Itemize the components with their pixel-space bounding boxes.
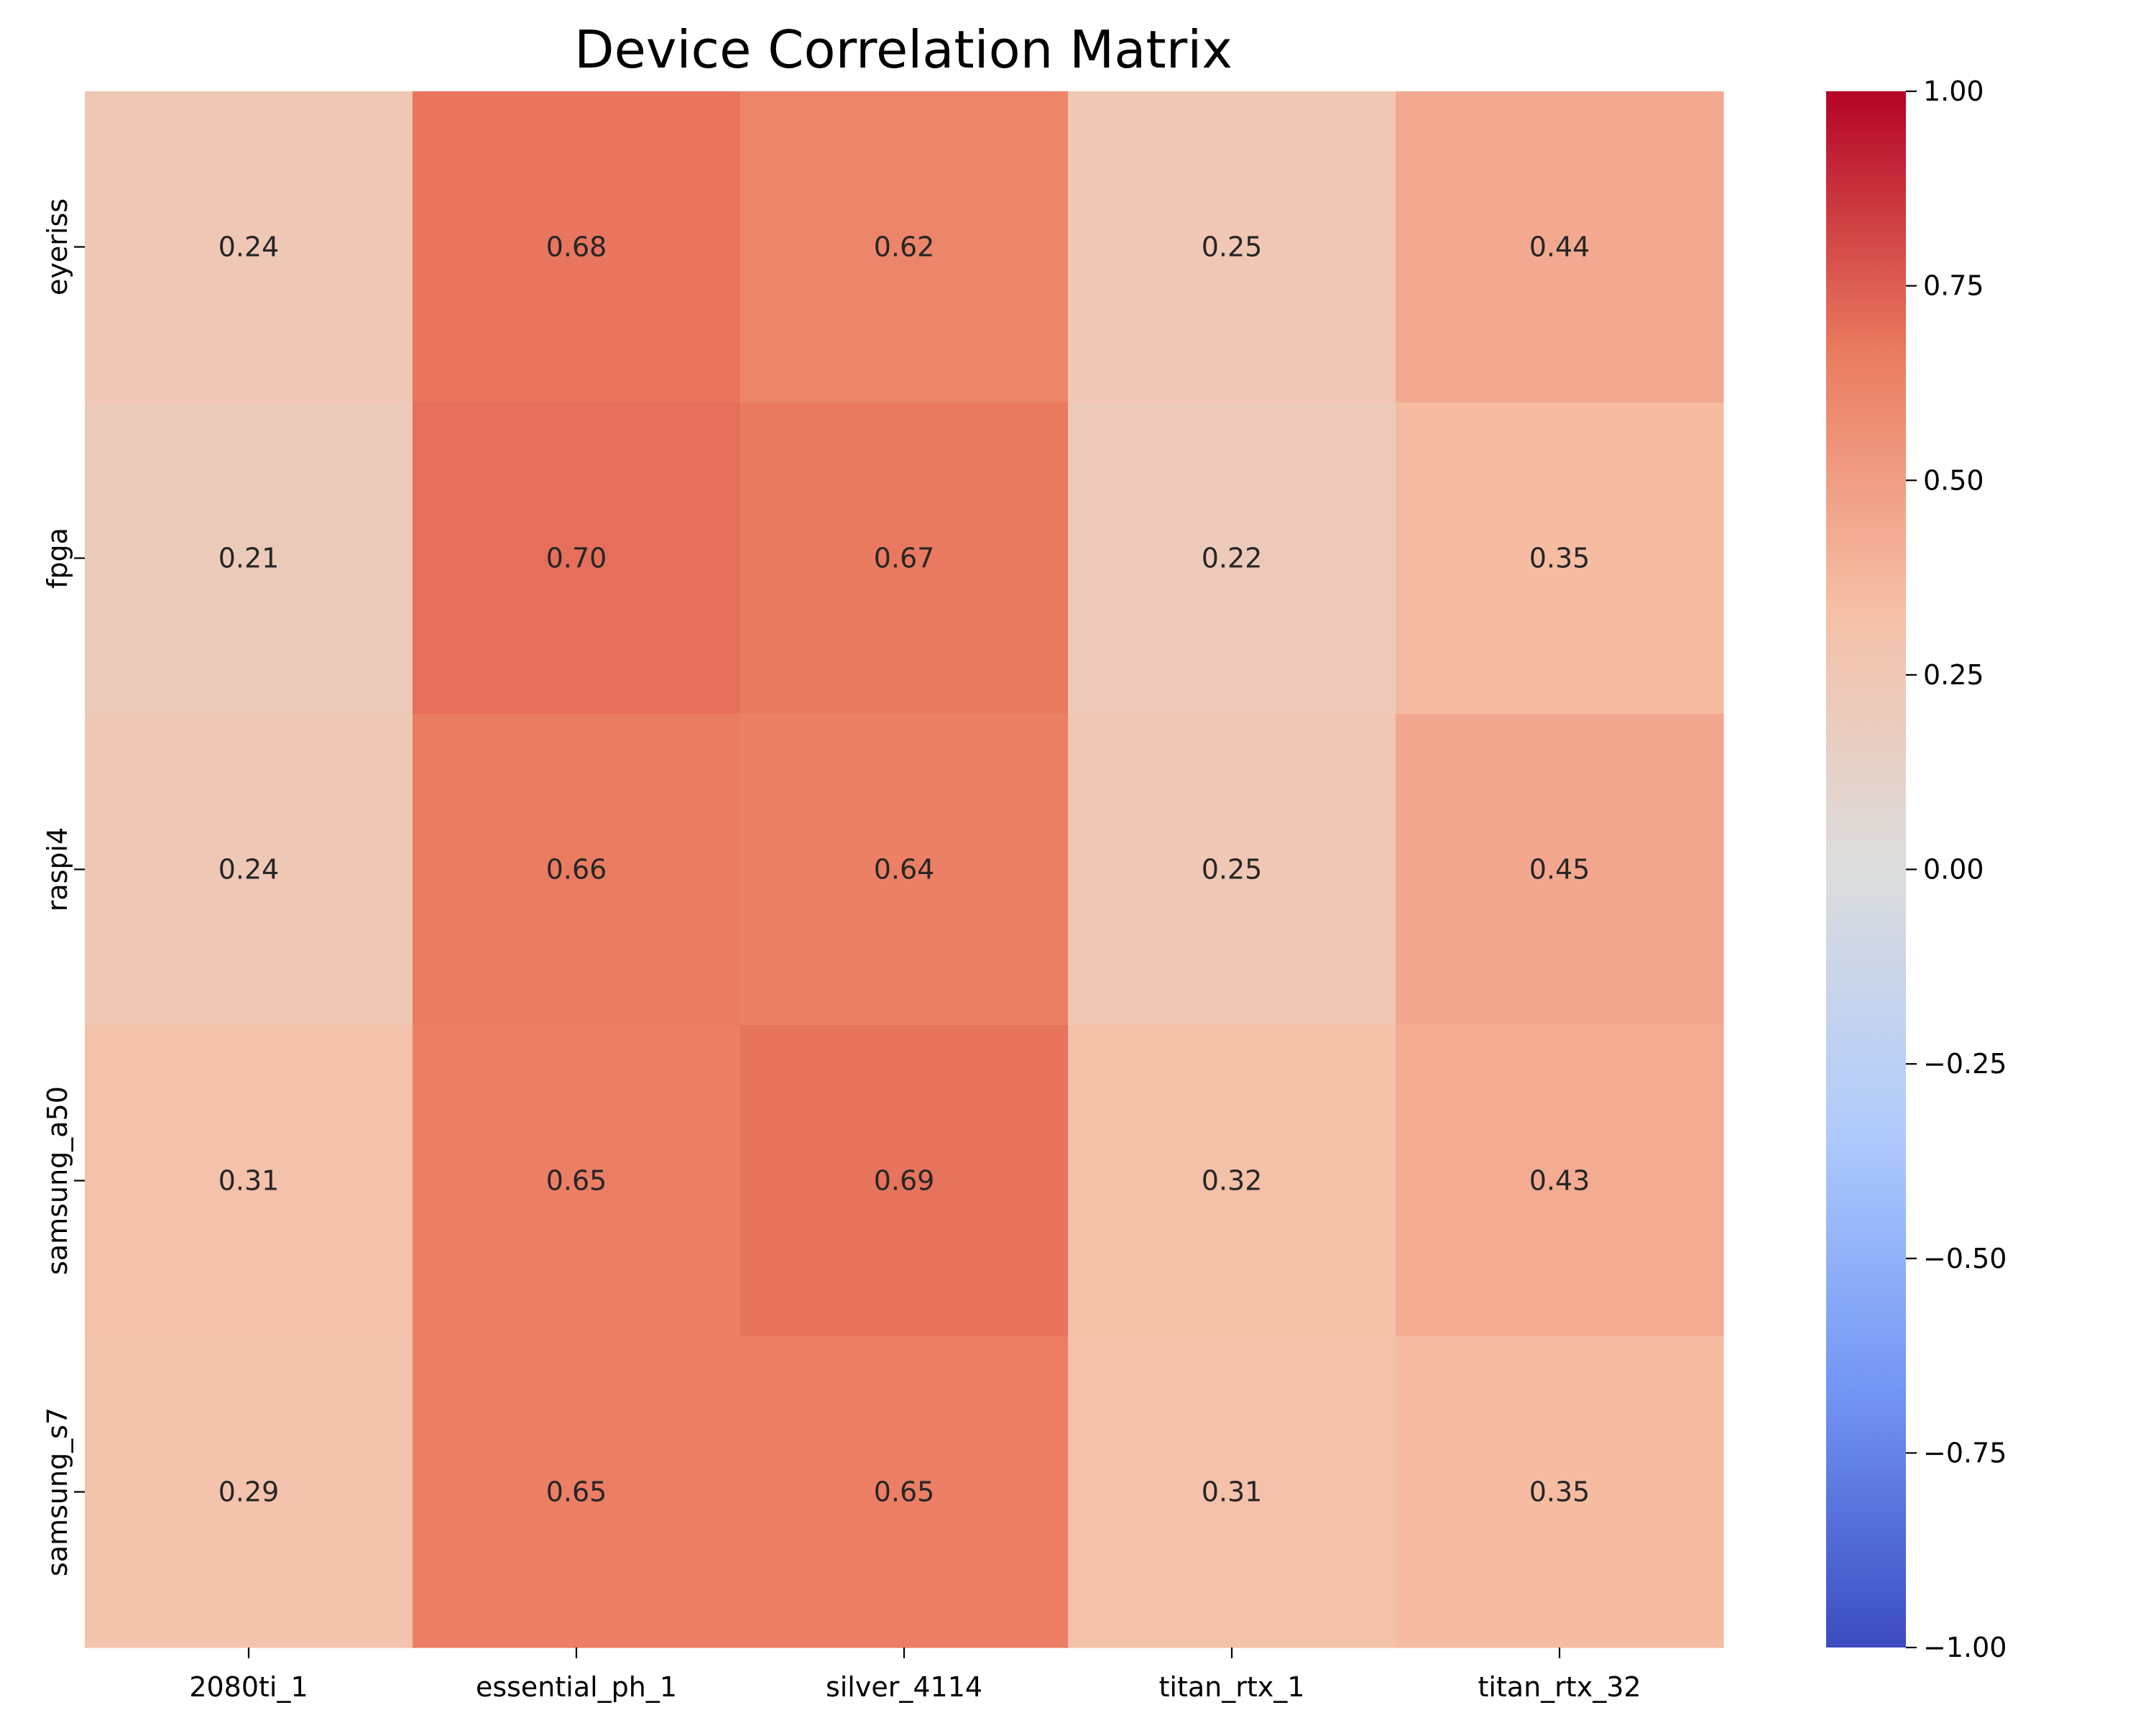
- cell-value-label: 0.31: [218, 1165, 280, 1197]
- cell-value-label: 0.70: [546, 543, 607, 574]
- cell-value-label: 0.31: [1202, 1476, 1263, 1508]
- colorbar-tick-label: −0.50: [1923, 1243, 2007, 1274]
- cell-value-label: 0.69: [874, 1165, 935, 1197]
- y-tick-label: fpga: [42, 528, 73, 589]
- cell-value-label: 0.25: [1202, 854, 1263, 886]
- cell-value-label: 0.67: [874, 543, 935, 574]
- cell-value-label: 0.45: [1529, 854, 1590, 886]
- x-tick-label: 2080ti_1: [189, 1671, 308, 1703]
- colorbar-gradient: [1826, 91, 1906, 1647]
- y-tick-label: samsung_s7: [42, 1407, 73, 1576]
- heatmap-cell: [85, 91, 413, 403]
- y-tick-label: samsung_a50: [42, 1086, 73, 1275]
- cell-value-label: 0.35: [1529, 1476, 1590, 1508]
- heatmap-cell: [1068, 1336, 1396, 1648]
- heatmap-cell: [413, 91, 741, 403]
- cell-value-label: 0.66: [546, 854, 607, 886]
- heatmap-cell: [740, 91, 1069, 403]
- colorbar: 1.00 0.75 0.50 0.25 0.00 −0.25 −0.50 −0.75 −1.00: [1826, 75, 2007, 1663]
- colorbar-tick-label: −0.25: [1923, 1048, 2007, 1080]
- cell-value-label: 0.22: [1202, 543, 1263, 574]
- cell-value-label: 0.24: [218, 854, 280, 886]
- heatmap-cell: [1396, 1336, 1724, 1648]
- cell-value-label: 0.65: [874, 1476, 935, 1508]
- y-tick-label: raspi4: [42, 827, 73, 912]
- heatmap-cell: [740, 1336, 1069, 1648]
- y-axis: eyeriss fpga raspi4 samsung_a50 samsung_s7: [42, 198, 85, 1576]
- cell-value-label: 0.68: [546, 231, 607, 263]
- heatmap-cell: [1396, 91, 1724, 403]
- colorbar-tick-label: 0.25: [1923, 659, 1984, 691]
- colorbar-tick-label: −0.75: [1923, 1437, 2007, 1469]
- cell-value-label: 0.64: [874, 854, 935, 886]
- heatmap-cell: [1396, 403, 1724, 714]
- x-tick-label: silver_4114: [826, 1671, 982, 1703]
- heatmap-cell: [1068, 1025, 1396, 1337]
- heatmap-cell: [1068, 714, 1396, 1026]
- heatmap-cell: [1068, 91, 1396, 403]
- cell-value-label: 0.35: [1529, 543, 1590, 574]
- heatmap-cell: [1068, 403, 1396, 714]
- cell-value-label: 0.29: [218, 1476, 280, 1508]
- cell-value-label: 0.65: [546, 1476, 607, 1508]
- colorbar-tick-label: 1.00: [1923, 75, 1984, 107]
- heatmap-cell: [413, 1025, 741, 1337]
- cell-value-label: 0.65: [546, 1165, 607, 1197]
- heatmap-cell: [740, 1025, 1069, 1337]
- heatmap-cell: [1396, 714, 1724, 1026]
- cell-value-label: 0.24: [218, 231, 280, 263]
- heatmap-cells: [85, 91, 1724, 1648]
- heatmap-cell: [413, 714, 741, 1026]
- heatmap-cell: [413, 403, 741, 714]
- colorbar-tick-label: −1.00: [1923, 1632, 2007, 1663]
- chart-title: Device Correlation Matrix: [574, 19, 1233, 80]
- heatmap-cell: [85, 403, 413, 714]
- colorbar-tick-label: 0.50: [1923, 464, 1984, 496]
- cell-value-label: 0.25: [1202, 231, 1263, 263]
- x-tick-label: essential_ph_1: [476, 1671, 677, 1703]
- cell-value-label: 0.62: [874, 231, 935, 263]
- heatmap-cell-labels: 0.24 0.68 0.62 0.25 0.44 0.21 0.70 0.67 0.22 0.35…: [218, 231, 1590, 1508]
- colorbar-tick-label: 0.75: [1923, 270, 1984, 302]
- cell-value-label: 0.43: [1529, 1165, 1590, 1197]
- heatmap-cell: [85, 714, 413, 1026]
- heatmap-cell: [85, 1336, 413, 1648]
- heatmap-cell: [413, 1336, 741, 1648]
- x-tick-label: titan_rtx_1: [1159, 1671, 1305, 1703]
- heatmap-cell: [85, 1025, 413, 1337]
- x-tick-label: titan_rtx_32: [1478, 1671, 1641, 1703]
- heatmap-cell: [1396, 1025, 1724, 1337]
- x-axis: 2080ti_1 essential_ph_1 silver_4114 titan_r…: [189, 1647, 1641, 1703]
- cell-value-label: 0.21: [218, 543, 280, 574]
- colorbar-tick-label: 0.00: [1923, 854, 1984, 886]
- cell-value-label: 0.32: [1202, 1165, 1263, 1197]
- cell-value-label: 0.44: [1529, 231, 1590, 263]
- heatmap-cell: [740, 714, 1069, 1026]
- y-tick-label: eyeriss: [42, 198, 73, 295]
- heatmap-cell: [740, 403, 1069, 714]
